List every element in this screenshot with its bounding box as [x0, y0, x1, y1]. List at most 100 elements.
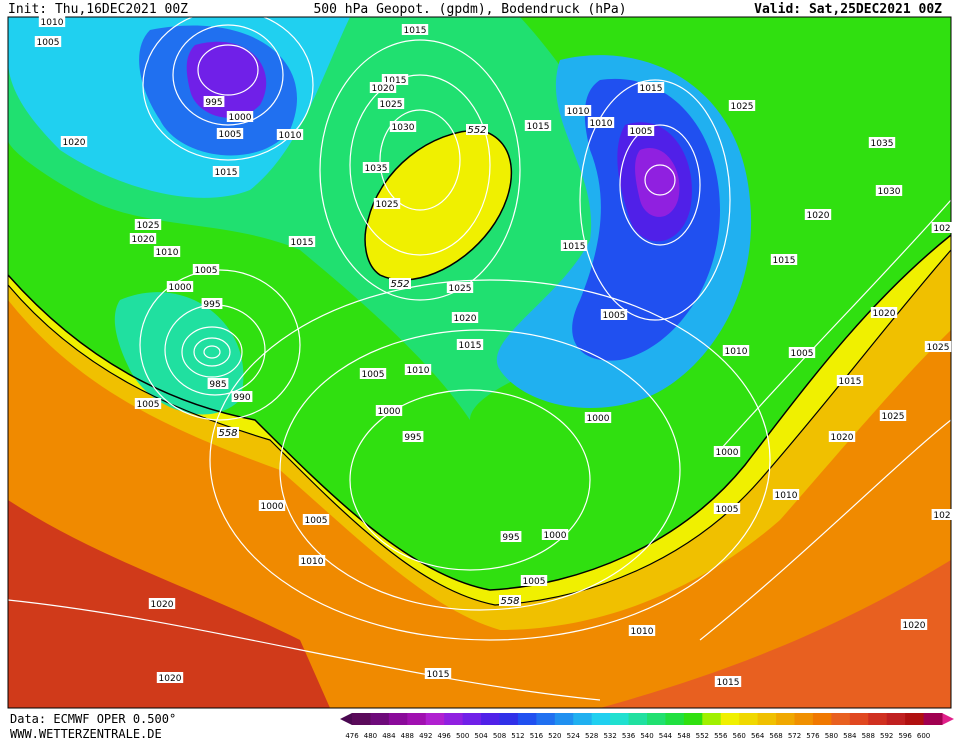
isobar-label: 102 — [933, 511, 950, 521]
isobar-label: 1015 — [215, 168, 238, 178]
isobar-label: 1025 — [380, 100, 403, 110]
isobar-label-box — [276, 129, 304, 140]
isobar-label: 1005 — [630, 127, 653, 137]
isobar-label: 990 — [233, 393, 250, 403]
isobar-label: 1020 — [132, 235, 155, 245]
colorbar-cell — [647, 713, 666, 725]
colorbar-cell — [444, 713, 464, 725]
isobar-label: 1020 — [159, 674, 182, 684]
colorbar-cell — [591, 713, 611, 725]
isobar-label: 995 — [502, 533, 519, 543]
isobar-label-box — [60, 136, 88, 147]
isobar-label-box — [541, 529, 569, 540]
isobar-label-box — [931, 222, 953, 233]
isobar-label-box — [231, 391, 253, 402]
isobar-label: 1010 — [301, 557, 324, 567]
isobar-label-box — [564, 105, 592, 116]
isobar-label: 1005 — [37, 38, 60, 48]
colorbar-cell — [610, 713, 630, 725]
colorbar-cell — [776, 713, 795, 725]
isobar-label: 1010 — [631, 627, 654, 637]
colorbar-tick-label: 560 — [733, 732, 746, 740]
isobar-label-box — [714, 676, 742, 687]
isobar-label-box — [451, 312, 479, 323]
isobar-label-box — [713, 503, 741, 514]
colorbar-tick-label: 512 — [511, 732, 524, 740]
isobar-label-box — [148, 598, 176, 609]
colorbar-tick-label: 568 — [769, 732, 782, 740]
isobar-label-box — [788, 347, 816, 358]
isobar-label: 1000 — [544, 531, 567, 541]
isobar-label: 1005 — [195, 266, 218, 276]
colorbar-cell — [757, 713, 777, 725]
isobar-label: 995 — [203, 300, 220, 310]
isobar-label-box — [373, 198, 401, 209]
isobar-label-box — [153, 246, 181, 257]
colorbar-cell — [923, 713, 943, 725]
isobar-label: 1010 — [41, 18, 64, 28]
colorbar-cell — [388, 713, 408, 725]
isobar-label: 1020 — [63, 138, 86, 148]
isobar-label: 1010 — [590, 119, 613, 129]
isobar-label-box — [288, 236, 316, 247]
isobar-label-box — [201, 298, 223, 309]
colorbar-cell — [868, 713, 888, 725]
isobar-label: 1015 — [291, 238, 314, 248]
isobar-label-box — [836, 375, 864, 386]
valid-text: Valid: Sat,25DEC2021 00Z — [754, 2, 942, 17]
isobar-label: 1035 — [365, 164, 388, 174]
colorbar-tick-label: 504 — [474, 732, 488, 740]
isobar-label-box — [203, 96, 225, 107]
colorbar-tick-label: 496 — [438, 732, 452, 740]
colorbar-tick-label: 516 — [530, 732, 544, 740]
contour-558 — [8, 249, 951, 606]
colorbar-tick-label: 520 — [548, 732, 561, 740]
isobar-label: 995 — [205, 98, 222, 108]
isobar-label-box — [226, 111, 254, 122]
isobar-label-box — [369, 82, 397, 93]
isobar-label-box — [156, 672, 184, 683]
colorbar-cell — [499, 713, 519, 725]
isobar-label-box — [770, 254, 798, 265]
hot-field — [600, 560, 951, 708]
isobar-label-box — [375, 405, 403, 416]
isobar-label: 1030 — [392, 123, 415, 133]
isobar-label-box — [524, 120, 552, 131]
colorbar-cell — [628, 713, 648, 725]
isobar-label: 1000 — [587, 414, 610, 424]
colorbar-tick-label: 488 — [401, 732, 414, 740]
isobar-label: 1000 — [261, 502, 284, 512]
isobar-label: 1000 — [716, 448, 739, 458]
colorbar-tick-label: 600 — [917, 732, 930, 740]
isobar-label-box — [377, 98, 405, 109]
isobar-label-box — [600, 309, 628, 320]
colorbar-cell — [794, 713, 814, 725]
isobar-label-box — [192, 264, 220, 275]
colorbar-tick-label: 592 — [880, 732, 893, 740]
isobar-label-box — [38, 16, 66, 27]
isobar-label: 995 — [404, 433, 421, 443]
colorbar-tick-label: 596 — [898, 732, 912, 740]
colorbar-cell — [720, 713, 740, 725]
isobar-label: 985 — [209, 380, 226, 390]
isobar-label: 1005 — [791, 349, 814, 359]
isobar-label: 1015 — [773, 256, 796, 266]
colorbar-tick-label: 536 — [622, 732, 636, 740]
isobar-label-box — [713, 446, 741, 457]
data-source: Data: ECMWF OPER 0.500° — [10, 712, 176, 726]
isobar-label: 1035 — [871, 139, 894, 149]
isobar-label: 1020 — [372, 84, 395, 94]
isobar-label-box — [560, 240, 588, 251]
colorbar-tick-label: 528 — [585, 732, 598, 740]
isobar-label-box — [456, 339, 484, 350]
isobar-label: 1005 — [219, 130, 242, 140]
colorbar-tick-label: 580 — [825, 732, 838, 740]
isobar-label: 1005 — [137, 400, 160, 410]
isobar-label-box — [401, 24, 429, 35]
isobar-label-box — [298, 555, 326, 566]
colorbar-tick-label: 544 — [659, 732, 673, 740]
isobar-label-box — [637, 82, 665, 93]
isobar-label-box — [931, 509, 953, 520]
isobar-label: 1010 — [279, 131, 302, 141]
